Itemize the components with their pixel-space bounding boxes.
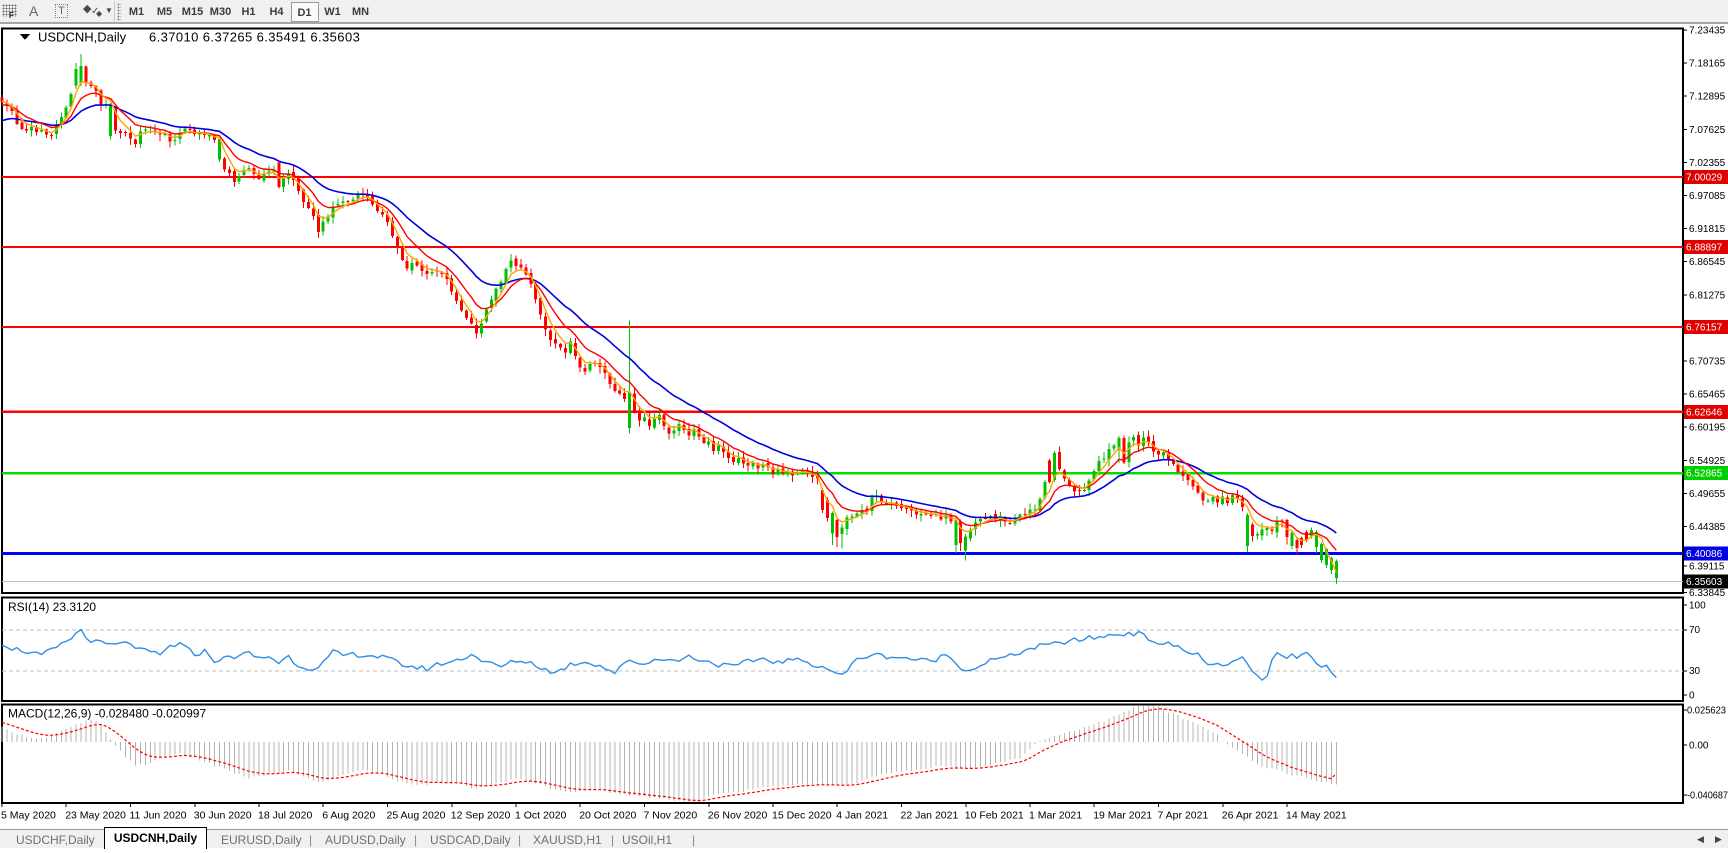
svg-text:6 Aug 2020: 6 Aug 2020 — [322, 810, 375, 822]
svg-text:USDCNH,Daily: USDCNH,Daily — [38, 30, 127, 45]
svg-text:6.97085: 6.97085 — [1689, 191, 1726, 202]
svg-text:26 Apr 2021: 26 Apr 2021 — [1222, 810, 1279, 822]
svg-text:RSI(14) 23.3120: RSI(14) 23.3120 — [8, 600, 96, 614]
svg-text:23 May 2020: 23 May 2020 — [65, 810, 126, 822]
svg-text:12 Sep 2020: 12 Sep 2020 — [451, 810, 511, 822]
svg-text:6.60195: 6.60195 — [1689, 423, 1726, 434]
svg-text:25 Aug 2020: 25 Aug 2020 — [387, 810, 446, 822]
svg-text:18 Jul 2020: 18 Jul 2020 — [258, 810, 312, 822]
svg-text:6.52865: 6.52865 — [1686, 469, 1723, 480]
svg-text:6.62646: 6.62646 — [1686, 407, 1723, 418]
svg-text:6.44385: 6.44385 — [1689, 522, 1726, 533]
svg-text:6.39115: 6.39115 — [1689, 562, 1725, 573]
svg-text:70: 70 — [1689, 625, 1701, 636]
svg-text:1 Mar 2021: 1 Mar 2021 — [1029, 810, 1082, 822]
svg-text:7 Apr 2021: 7 Apr 2021 — [1158, 810, 1209, 822]
svg-text:20 Oct 2020: 20 Oct 2020 — [579, 810, 636, 822]
svg-text:11 Jun 2020: 11 Jun 2020 — [130, 810, 187, 822]
svg-text:5 May 2020: 5 May 2020 — [1, 810, 56, 822]
svg-text:6.88897: 6.88897 — [1686, 242, 1723, 253]
svg-text:-0.040687: -0.040687 — [1687, 791, 1728, 802]
svg-text:6.35603: 6.35603 — [1686, 577, 1723, 588]
svg-text:6.81275: 6.81275 — [1689, 290, 1726, 301]
svg-text:30 Jun 2020: 30 Jun 2020 — [194, 810, 252, 822]
svg-text:100: 100 — [1689, 601, 1706, 612]
svg-text:1 Oct 2020: 1 Oct 2020 — [515, 810, 567, 822]
svg-text:6.70735: 6.70735 — [1689, 357, 1726, 368]
svg-text:30: 30 — [1689, 666, 1701, 677]
svg-text:7.23435: 7.23435 — [1689, 26, 1726, 37]
svg-text:6.65465: 6.65465 — [1689, 390, 1726, 401]
svg-text:7.02355: 7.02355 — [1689, 158, 1726, 169]
svg-text:6.54925: 6.54925 — [1689, 456, 1726, 467]
svg-text:7.18165: 7.18165 — [1689, 59, 1726, 70]
svg-text:0.025623: 0.025623 — [1687, 706, 1726, 717]
svg-text:15 Dec 2020: 15 Dec 2020 — [772, 810, 832, 822]
svg-text:7.12895: 7.12895 — [1689, 92, 1726, 103]
svg-text:6.86545: 6.86545 — [1689, 257, 1726, 268]
svg-text:6.33845: 6.33845 — [1689, 588, 1726, 599]
svg-text:0.00: 0.00 — [1689, 741, 1709, 752]
svg-text:14 May 2021: 14 May 2021 — [1286, 810, 1347, 822]
svg-text:22 Jan 2021: 22 Jan 2021 — [901, 810, 959, 822]
svg-text:7 Nov 2020: 7 Nov 2020 — [644, 810, 698, 822]
svg-text:19 Mar 2021: 19 Mar 2021 — [1093, 810, 1152, 822]
svg-text:6.40086: 6.40086 — [1686, 549, 1723, 560]
svg-text:4 Jan 2021: 4 Jan 2021 — [836, 810, 888, 822]
svg-text:26 Nov 2020: 26 Nov 2020 — [708, 810, 768, 822]
svg-text:7.07625: 7.07625 — [1689, 125, 1726, 136]
svg-text:6.76157: 6.76157 — [1686, 322, 1723, 333]
svg-text:6.91815: 6.91815 — [1689, 224, 1726, 235]
svg-text:0: 0 — [1689, 691, 1695, 702]
svg-text:7.00029: 7.00029 — [1686, 173, 1723, 184]
svg-text:MACD(12,26,9) -0.028480 -0.020: MACD(12,26,9) -0.028480 -0.020997 — [8, 707, 206, 721]
svg-text:10 Feb 2021: 10 Feb 2021 — [965, 810, 1024, 822]
svg-text:6.49655: 6.49655 — [1689, 489, 1726, 500]
svg-text:6.37010 6.37265 6.35491 6.3560: 6.37010 6.37265 6.35491 6.35603 — [149, 30, 360, 45]
